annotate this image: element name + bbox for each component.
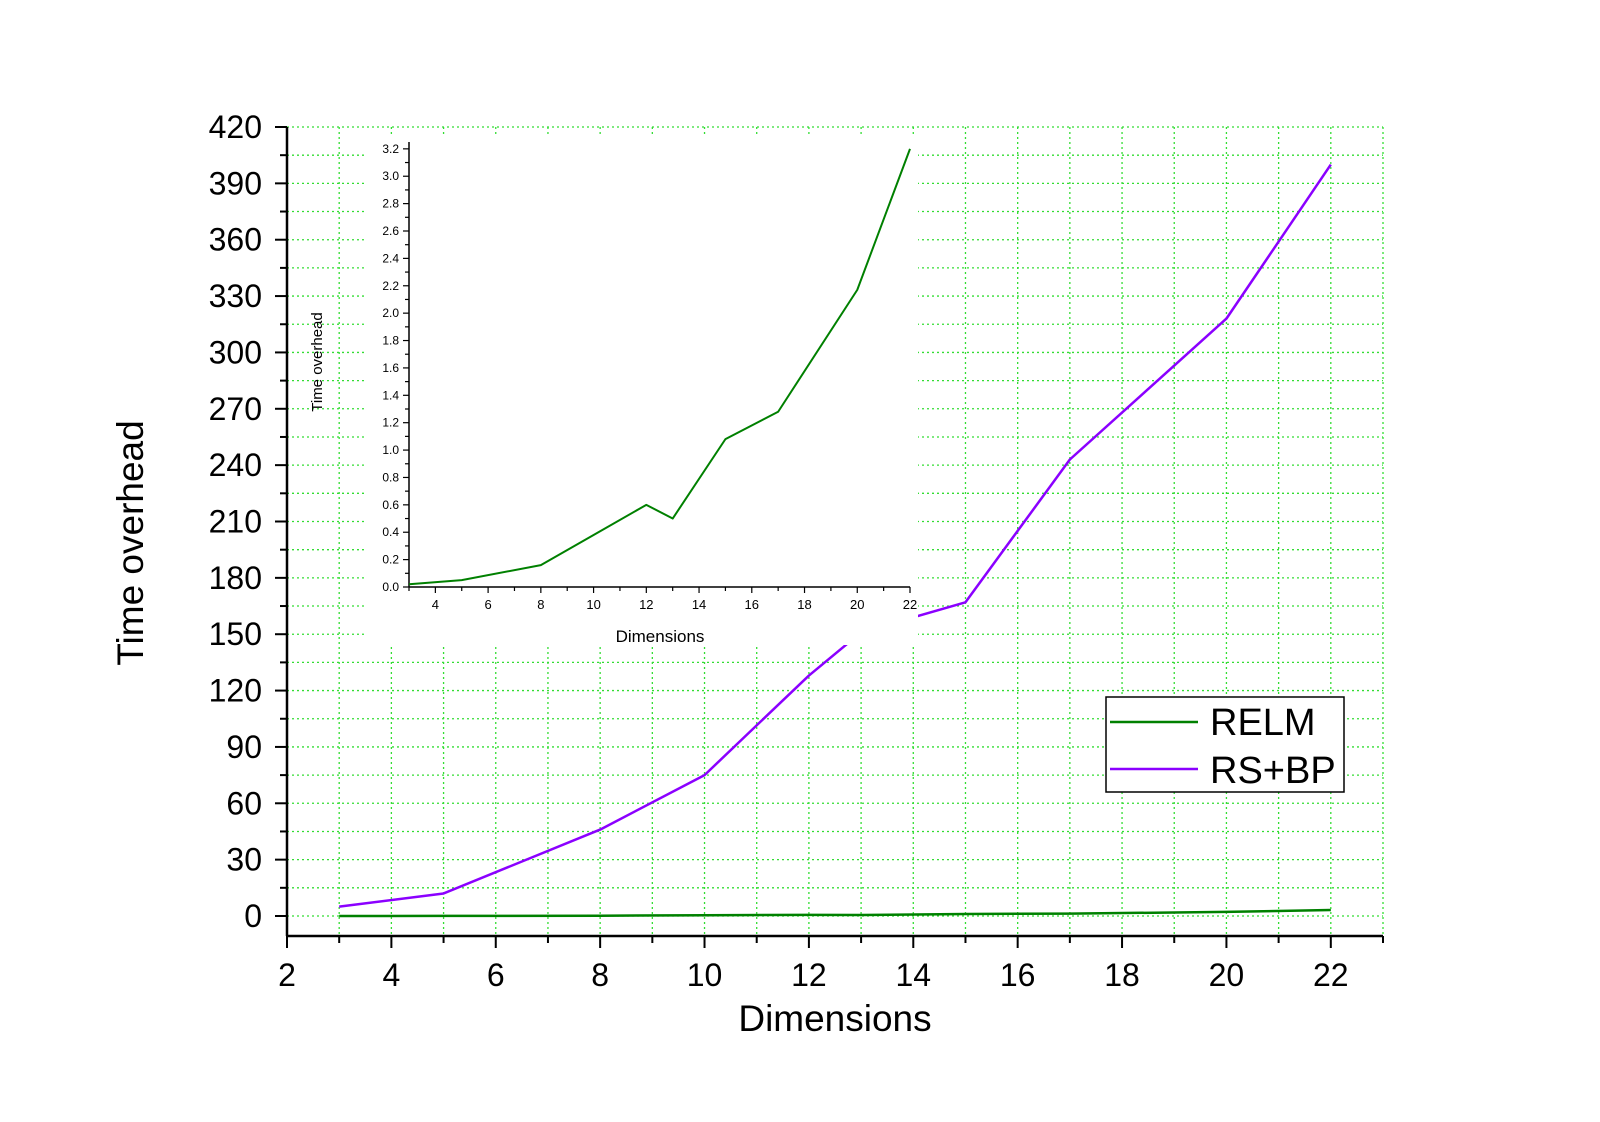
legend-label-rsbp: RS+BP — [1210, 750, 1336, 792]
main-y-axis-label: Time overhead — [110, 420, 151, 665]
legend-box — [1105, 696, 1345, 793]
main-y-tick-label: 30 — [226, 842, 262, 878]
inset-y-tick-label: 0.4 — [382, 525, 399, 539]
main-x-tick-label: 20 — [1209, 957, 1245, 993]
main-x-tick-label: 18 — [1104, 957, 1140, 993]
inset-chart: 4 6 8 10 12 14 16 18 20 22 0.0 0.2 0.4 0.6 0.8 1.0 1.2 1.… — [309, 135, 918, 646]
inset-x-tick-label: 6 — [484, 597, 491, 612]
inset-x-tick-label: 18 — [797, 597, 811, 612]
main-y-tick-label: 240 — [209, 447, 262, 483]
inset-background — [365, 135, 918, 645]
main-x-tick-label: 12 — [791, 957, 827, 993]
main-y-tick-label: 0 — [244, 898, 262, 934]
inset-y-tick-label: 0.6 — [382, 498, 399, 512]
main-x-tick-label: 16 — [1000, 957, 1036, 993]
inset-x-axis-label: Dimensions — [616, 627, 705, 646]
inset-y-tick-label: 0.8 — [382, 470, 399, 484]
legend-label-relm: RELM — [1210, 702, 1316, 744]
inset-series — [408, 148, 911, 586]
main-x-tick-label: 10 — [687, 957, 723, 993]
inset-y-axis-label: Time overhead — [309, 312, 326, 412]
main-y-tick-label: 360 — [209, 222, 262, 258]
inset-x-tick-label: 10 — [586, 597, 600, 612]
inset-axes: 4 6 8 10 12 14 16 18 20 22 0.0 0.2 0.4 0.6 0.8 1.0 1.2 1.… — [382, 142, 917, 612]
inset-y-tick-label: 2.8 — [382, 197, 399, 211]
inset-x-tick-label: 22 — [903, 597, 917, 612]
main-y-tick-label: 180 — [209, 560, 262, 596]
main-y-tick-label: 150 — [209, 616, 262, 652]
main-y-tick-label: 270 — [209, 391, 262, 427]
main-axes: 2 4 6 8 10 12 14 16 18 20 22 0 30 60 90 120 150 180 210 240… — [209, 109, 1384, 993]
legend: RELM RS+BP — [1105, 696, 1345, 793]
inset-y-tick-label: 1.6 — [382, 361, 399, 375]
main-y-tick-label: 390 — [209, 165, 262, 201]
main-x-tick-label: 6 — [487, 957, 505, 993]
inset-y-tick-label: 1.2 — [382, 416, 399, 430]
inset-x-tick-label: 8 — [537, 597, 544, 612]
series-line-relm — [339, 908, 1331, 918]
main-x-axis-label: Dimensions — [738, 998, 931, 1039]
inset-y-tick-label: 1.0 — [382, 443, 399, 457]
inset-x-tick-label: 4 — [432, 597, 439, 612]
main-y-tick-label: 210 — [209, 504, 262, 540]
inset-y-tick-label: 1.4 — [382, 388, 399, 402]
main-x-tick-label: 2 — [278, 957, 296, 993]
inset-y-tick-label: 2.6 — [382, 224, 399, 238]
inset-y-tick-label: 2.2 — [382, 279, 399, 293]
inset-series-line — [408, 148, 911, 586]
inset-x-tick-label: 20 — [850, 597, 864, 612]
inset-y-tick-label: 0.2 — [382, 553, 399, 567]
main-x-tick-label: 4 — [382, 957, 400, 993]
inset-y-tick-label: 3.0 — [382, 169, 399, 183]
inset-x-tick-label: 12 — [639, 597, 653, 612]
main-y-tick-label: 90 — [226, 729, 262, 765]
main-y-tick-label: 120 — [209, 673, 262, 709]
main-x-tick-label: 14 — [895, 957, 931, 993]
main-x-tick-label: 22 — [1313, 957, 1349, 993]
main-series — [339, 163, 1332, 918]
main-y-tick-label: 420 — [209, 109, 262, 145]
inset-y-tick-label: 3.2 — [382, 142, 399, 156]
main-x-tick-label: 8 — [591, 957, 609, 993]
inset-y-tick-label: 2.0 — [382, 306, 399, 320]
inset-x-tick-label: 16 — [745, 597, 759, 612]
inset-y-tick-label: 0.0 — [382, 580, 399, 594]
main-y-tick-label: 60 — [226, 785, 262, 821]
inset-y-tick-label: 2.4 — [382, 251, 399, 265]
inset-x-tick-label: 14 — [692, 597, 706, 612]
main-y-tick-label: 330 — [209, 278, 262, 314]
main-y-tick-label: 300 — [209, 334, 262, 370]
series-line-rs-bp — [339, 163, 1332, 908]
inset-y-tick-label: 1.8 — [382, 334, 399, 348]
